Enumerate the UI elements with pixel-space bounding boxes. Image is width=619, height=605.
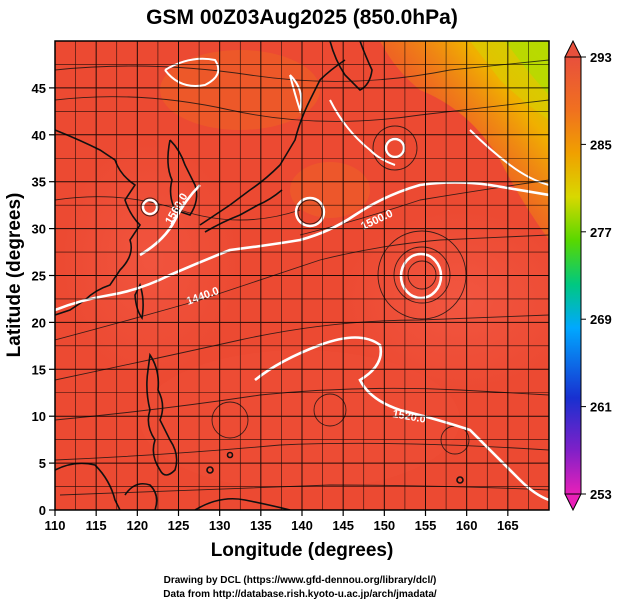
graticule <box>55 41 549 510</box>
x-tick-label: 110 <box>45 518 66 533</box>
credit-line-1: Drawing by DCL (https://www.gfd-dennou.o… <box>164 575 437 586</box>
colorbar-tick-label: 293 <box>590 50 612 65</box>
y-tick-label: 10 <box>32 409 46 424</box>
y-tick-label: 0 <box>39 503 46 518</box>
contour-label: 1520.0 <box>391 408 426 426</box>
colorbar: 293 285 277 269 261 253 <box>564 39 612 512</box>
y-tick-label: 20 <box>32 315 46 330</box>
x-tick-label: 115 <box>86 518 107 533</box>
colorbar-tick-label: 277 <box>590 225 612 240</box>
colorbar-tick-label: 269 <box>590 312 612 327</box>
colorbar-bottom-arrow <box>564 493 582 512</box>
colorbar-scale <box>564 56 582 495</box>
y-axis: 0 5 10 15 20 25 30 35 40 45 <box>32 81 55 518</box>
x-tick-label: 165 <box>497 518 519 533</box>
y-tick-label: 40 <box>32 128 46 143</box>
x-tick-label: 130 <box>209 518 231 533</box>
x-axis-title: Longitude (degrees) <box>211 540 394 561</box>
colorbar-ticks: 293 285 277 269 261 253 <box>581 50 612 502</box>
x-tick-label: 150 <box>373 518 395 533</box>
x-tick-label: 125 <box>168 518 190 533</box>
y-tick-label: 15 <box>32 362 46 377</box>
y-tick-label: 5 <box>39 456 46 471</box>
x-tick-label: 145 <box>332 518 354 533</box>
x-tick-label: 120 <box>126 518 148 533</box>
y-tick-label: 45 <box>32 81 46 96</box>
y-tick-label: 35 <box>32 175 46 190</box>
colorbar-tick-label: 285 <box>590 137 612 152</box>
colorbar-tick-label: 253 <box>590 487 612 502</box>
map-title: GSM 00Z03Aug2025 (850.0hPa) <box>146 6 458 29</box>
x-tick-label: 140 <box>291 518 313 533</box>
colorbar-top-arrow <box>564 39 582 58</box>
y-axis-title: Latitude (degrees) <box>4 193 25 358</box>
x-axis: 110 115 120 125 130 135 140 145 150 155 160 165 <box>45 510 519 533</box>
colorbar-tick-label: 261 <box>590 400 612 415</box>
x-tick-label: 135 <box>250 518 272 533</box>
credit-line-2: Data from http://database.rish.kyoto-u.a… <box>163 589 437 600</box>
x-tick-label: 155 <box>415 518 437 533</box>
y-tick-label: 30 <box>32 222 46 237</box>
x-tick-label: 160 <box>456 518 478 533</box>
y-tick-label: 25 <box>32 269 46 284</box>
